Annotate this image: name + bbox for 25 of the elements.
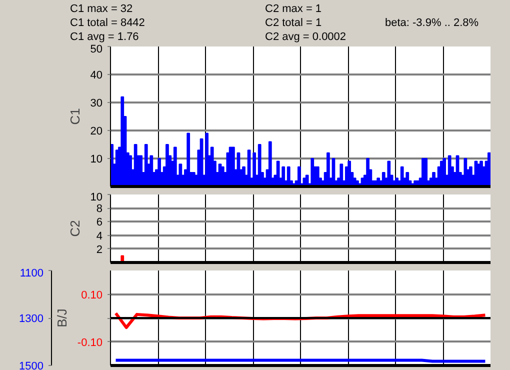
y-axis-title: C2 (67, 220, 82, 237)
y-tick-label: 10 (90, 192, 103, 204)
y-tick-label: 40 (90, 70, 103, 82)
y-tick-label: 10 (90, 154, 103, 166)
text: C1 max = 32 (70, 2, 133, 17)
y-tick-label: 0.10 (81, 289, 103, 302)
text: C2 avg = 0.0002 (265, 30, 346, 45)
text: C1 total = 8442 (70, 16, 145, 31)
y-axis-title: C1 (67, 108, 82, 125)
y-tick-label: 8 (96, 203, 103, 216)
text: beta: -3.9% .. 2.8% (385, 16, 479, 31)
y-tick-label: 50 (90, 44, 103, 56)
y-tick-label: -0.10 (77, 336, 103, 349)
y-tick-label: 20 (90, 126, 103, 138)
y2-tick-label: 1100 (20, 268, 44, 280)
y-tick-label: 4 (96, 230, 103, 242)
y-tick-label: 30 (90, 98, 103, 110)
y2-tick-label: 1500 (19, 360, 44, 370)
text: C1 avg = 1.76 (70, 31, 139, 43)
text: C2 total = 1 (265, 16, 322, 31)
y-tick-label: 2 (96, 244, 103, 256)
y-axis-title: B/J (54, 308, 70, 328)
text: C2 max = 1 (265, 2, 322, 17)
y-tick-label: 6 (96, 216, 103, 229)
y2-tick-label: 1300 (19, 313, 44, 325)
